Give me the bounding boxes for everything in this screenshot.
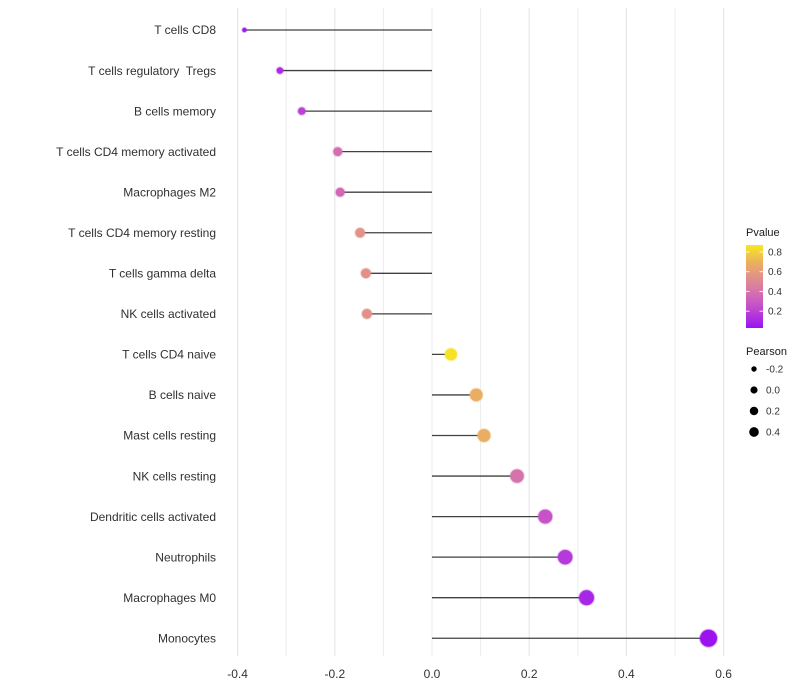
category-label: B cells memory — [134, 104, 216, 118]
category-label: T cells CD4 naive — [122, 348, 216, 362]
x-tick-label: 0.0 — [424, 667, 441, 681]
pearson-legend-label: 0.4 — [766, 428, 780, 439]
pearson-legend-label: 0.2 — [766, 407, 780, 418]
x-tick-label: -0.2 — [324, 667, 345, 681]
category-label: NK cells activated — [121, 307, 216, 321]
x-tick-label: 0.2 — [521, 667, 538, 681]
lollipop-dot — [275, 66, 285, 75]
lollipop-dot — [476, 428, 492, 443]
lollipop-dot — [332, 146, 344, 158]
category-label: Dendritic cells activated — [90, 510, 216, 524]
lollipop-dot — [509, 468, 525, 484]
pearson-legend-dot — [749, 406, 759, 416]
category-label: Neutrophils — [155, 550, 216, 564]
x-tick-label: 0.6 — [715, 667, 732, 681]
pearson-legend-label: -0.2 — [766, 365, 784, 376]
category-label: T cells regulatory Tregs — [88, 64, 216, 78]
category-label: Monocytes — [158, 631, 216, 645]
lollipop-dot — [361, 307, 373, 320]
category-label: Macrophages M0 — [123, 591, 216, 605]
pearson-legend-title: Pearson — [746, 346, 787, 358]
category-label: NK cells resting — [133, 469, 216, 483]
pvalue-colorbar — [746, 245, 763, 328]
lollipop-dot — [699, 628, 719, 648]
lollipop-dot — [537, 508, 554, 525]
colorbar-tick-label: 0.6 — [768, 267, 782, 278]
category-label: T cells CD4 memory resting — [68, 226, 216, 240]
category-label: T cells gamma delta — [109, 267, 216, 281]
category-label: Macrophages M2 — [123, 185, 216, 199]
pearson-legend-label: 0.0 — [766, 386, 780, 397]
pearson-legend-dot — [749, 427, 759, 437]
lollipop-dot — [297, 106, 307, 116]
category-label: Mast cells resting — [123, 429, 216, 443]
x-tick-label: 0.4 — [618, 667, 635, 681]
lollipop-dot — [556, 548, 574, 566]
x-tick-label: -0.4 — [227, 667, 248, 681]
lollipop-dot — [354, 226, 366, 239]
lollipop-dot — [578, 589, 595, 607]
colorbar-tick-label: 0.4 — [768, 287, 782, 298]
colorbar-tick-label: 0.8 — [768, 247, 782, 258]
pearson-legend-dot — [750, 386, 758, 394]
category-label: T cells CD8 — [154, 23, 216, 37]
category-label: T cells CD4 memory activated — [56, 145, 216, 159]
pearson-legend-dot — [751, 366, 757, 372]
lollipop-dot — [443, 347, 458, 362]
colorbar-tick-label: 0.2 — [768, 307, 782, 318]
lollipop-dot — [360, 267, 372, 280]
lollipop-dot — [468, 387, 484, 403]
lollipop-dot — [334, 186, 346, 198]
lollipop-dot — [241, 26, 248, 34]
category-label: B cells naive — [149, 388, 217, 402]
pvalue-legend-title: Pvalue — [746, 227, 780, 239]
